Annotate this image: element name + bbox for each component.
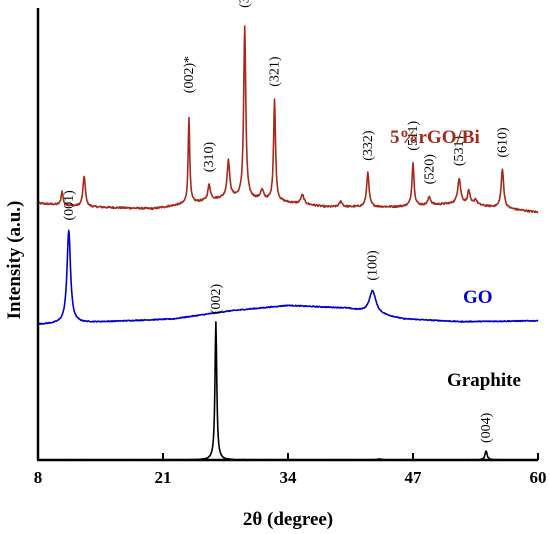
peak-label-0-3: (310) — [202, 142, 217, 173]
x-ticks: 8 21 34 47 60 — [34, 453, 547, 487]
x-tick-label-0: 8 — [34, 468, 43, 487]
peak-labels: (002)* (310) (311) (321) (332) (511)(520) (531… — [62, 0, 511, 443]
series-line-graphite — [37, 321, 539, 462]
series-label-1: GO — [463, 287, 493, 308]
x-tick-label-1: 21 — [155, 468, 172, 487]
peak-label-2-2: (004) — [479, 412, 494, 443]
axes — [36, 8, 538, 462]
x-tick-label-4: 60 — [530, 468, 547, 487]
y-axis-title: Intensity (a.u.) — [4, 201, 25, 320]
plot-curves — [37, 25, 539, 462]
peak-label-2-0: (002) — [209, 283, 224, 314]
series-labels: 5%rGO/Bi GO Graphite — [390, 127, 521, 391]
peak-label-0-11: (511) — [406, 121, 421, 151]
peak-label-1-1: (100) — [366, 250, 381, 281]
peak-label-0-16: (610) — [495, 127, 510, 158]
x-axis-title: 2θ (degree) — [243, 509, 333, 530]
peak-label-0-5: (311) — [238, 0, 253, 8]
peak-label-0-2: (002)* — [182, 56, 197, 93]
series-label-0: 5%rGO/Bi — [390, 127, 480, 148]
x-tick-label-2: 34 — [280, 468, 298, 487]
peak-label-1-0: (001) — [62, 190, 77, 221]
peak-label-0-10: (332) — [361, 130, 376, 161]
x-tick-label-3: 47 — [405, 468, 423, 487]
series-line-5-rgo-bi — [37, 25, 539, 214]
peak-label-0-13: (531) — [452, 135, 467, 166]
peak-label-0-12: (520) — [422, 154, 437, 185]
series-line-go — [37, 229, 539, 326]
series-label-2: Graphite — [447, 370, 521, 391]
peak-label-0-7: (321) — [268, 56, 283, 87]
